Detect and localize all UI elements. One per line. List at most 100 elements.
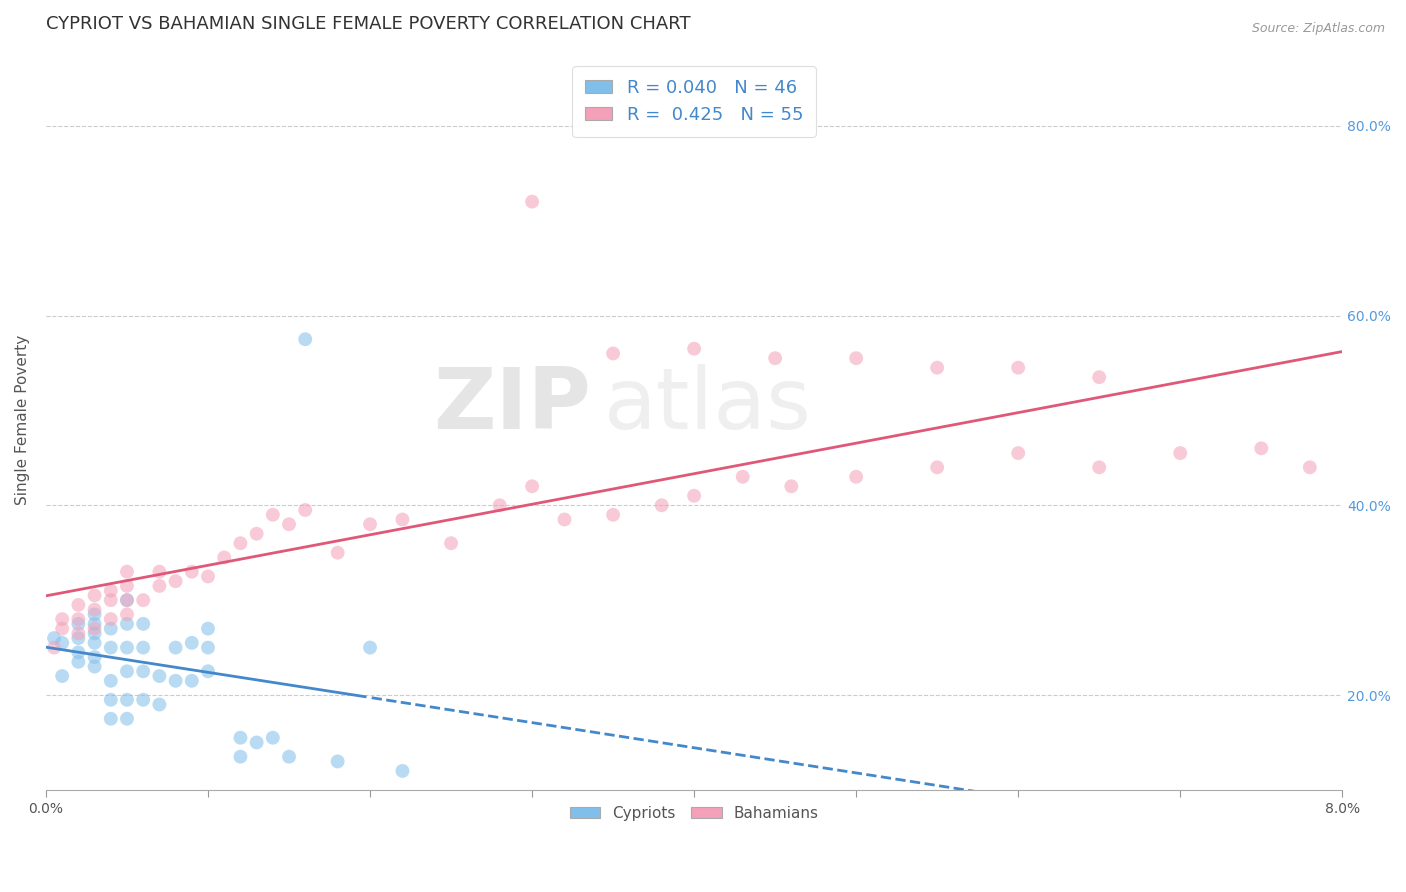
Point: [83, 602, 105, 616]
Point: [83, 622, 105, 636]
Point: [51, 636, 73, 650]
Point: [100, 593, 122, 607]
Point: [1250, 442, 1272, 456]
Point: [42, 640, 65, 655]
Point: [51, 669, 73, 683]
Point: [83, 616, 105, 631]
Point: [100, 612, 122, 626]
Point: [1007, 446, 1029, 460]
Point: [1088, 370, 1111, 384]
Point: [602, 346, 624, 360]
Point: [148, 565, 170, 579]
Point: [440, 536, 463, 550]
Point: [180, 673, 202, 688]
Point: [83, 626, 105, 640]
Point: [165, 574, 187, 589]
Point: [197, 622, 219, 636]
Point: [165, 640, 187, 655]
Point: [180, 636, 202, 650]
Point: [115, 665, 138, 679]
Text: ZIP: ZIP: [433, 364, 591, 447]
Point: [67, 626, 90, 640]
Point: [115, 593, 138, 607]
Point: [294, 503, 316, 517]
Point: [83, 588, 105, 602]
Point: [197, 569, 219, 583]
Point: [115, 593, 138, 607]
Point: [1088, 460, 1111, 475]
Point: [67, 631, 90, 645]
Point: [488, 498, 510, 512]
Point: [115, 712, 138, 726]
Point: [1168, 446, 1191, 460]
Point: [278, 517, 301, 532]
Point: [197, 640, 219, 655]
Point: [927, 460, 949, 475]
Point: [115, 579, 138, 593]
Point: [67, 645, 90, 659]
Point: [359, 640, 381, 655]
Point: [115, 692, 138, 706]
Point: [180, 565, 202, 579]
Point: [100, 640, 122, 655]
Point: [683, 489, 706, 503]
Point: [165, 673, 187, 688]
Point: [132, 616, 155, 631]
Point: [115, 616, 138, 631]
Point: [262, 508, 284, 522]
Point: [148, 669, 170, 683]
Point: [132, 692, 155, 706]
Point: [246, 526, 269, 541]
Point: [845, 470, 868, 484]
Text: Source: ZipAtlas.com: Source: ZipAtlas.com: [1251, 22, 1385, 36]
Point: [132, 593, 155, 607]
Point: [229, 731, 252, 745]
Point: [148, 579, 170, 593]
Point: [67, 616, 90, 631]
Point: [100, 583, 122, 598]
Point: [294, 332, 316, 346]
Point: [326, 546, 349, 560]
Point: [278, 749, 301, 764]
Point: [100, 622, 122, 636]
Point: [359, 517, 381, 532]
Legend: Cypriots, Bahamians: Cypriots, Bahamians: [564, 799, 825, 827]
Point: [651, 498, 673, 512]
Point: [197, 665, 219, 679]
Point: [391, 512, 413, 526]
Point: [42, 631, 65, 645]
Point: [115, 565, 138, 579]
Y-axis label: Single Female Poverty: Single Female Poverty: [15, 334, 30, 505]
Point: [520, 479, 543, 493]
Text: CYPRIOT VS BAHAMIAN SINGLE FEMALE POVERTY CORRELATION CHART: CYPRIOT VS BAHAMIAN SINGLE FEMALE POVERT…: [46, 15, 690, 33]
Point: [602, 508, 624, 522]
Point: [780, 479, 803, 493]
Point: [212, 550, 235, 565]
Point: [67, 612, 90, 626]
Point: [83, 607, 105, 622]
Point: [731, 470, 754, 484]
Point: [132, 640, 155, 655]
Point: [1007, 360, 1029, 375]
Point: [148, 698, 170, 712]
Point: [520, 194, 543, 209]
Text: atlas: atlas: [603, 364, 811, 447]
Point: [683, 342, 706, 356]
Point: [83, 636, 105, 650]
Point: [132, 665, 155, 679]
Point: [326, 755, 349, 769]
Point: [100, 712, 122, 726]
Point: [100, 673, 122, 688]
Point: [83, 650, 105, 665]
Point: [67, 655, 90, 669]
Point: [115, 640, 138, 655]
Point: [927, 360, 949, 375]
Point: [391, 764, 413, 778]
Point: [100, 692, 122, 706]
Point: [67, 598, 90, 612]
Point: [229, 536, 252, 550]
Point: [553, 512, 575, 526]
Point: [51, 612, 73, 626]
Point: [83, 659, 105, 673]
Point: [115, 607, 138, 622]
